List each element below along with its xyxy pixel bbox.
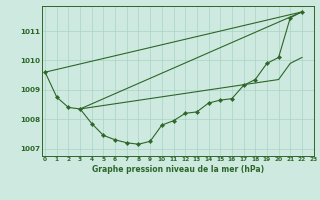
X-axis label: Graphe pression niveau de la mer (hPa): Graphe pression niveau de la mer (hPa) [92,165,264,174]
